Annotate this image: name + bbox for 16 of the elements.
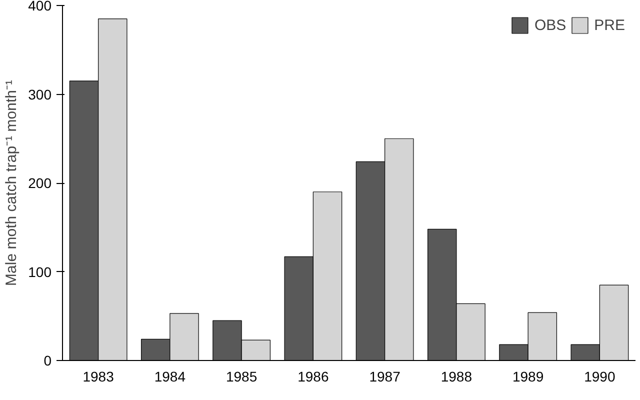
y-tick-label: 400: [28, 0, 52, 14]
x-tick-label: 1984: [154, 368, 186, 384]
y-tick-label: 300: [28, 86, 52, 102]
legend-label: PRE: [594, 16, 625, 34]
y-tick-label: 200: [28, 175, 52, 191]
x-tick-label: 1985: [226, 368, 258, 384]
x-tick-label: 1988: [440, 368, 472, 384]
y-axis-title: Male moth catch trap⁻¹ month⁻¹: [3, 80, 20, 286]
y-tick-label: 0: [44, 352, 52, 368]
x-tick-label: 1986: [298, 368, 329, 384]
x-tick-label: 1989: [512, 368, 544, 384]
y-tick-label: 100: [28, 264, 52, 280]
x-tick-label: 1987: [369, 368, 401, 384]
x-tick-label: 1990: [584, 368, 616, 384]
x-tick-label: 1983: [82, 368, 114, 384]
legend-label: OBS: [534, 16, 566, 34]
